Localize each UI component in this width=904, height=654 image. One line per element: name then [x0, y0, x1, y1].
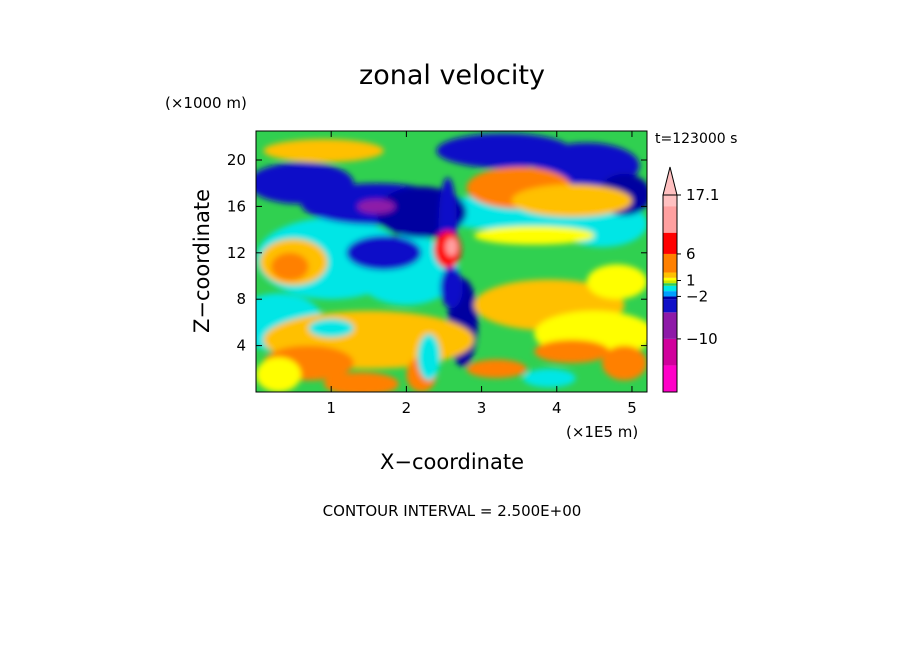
y-axis-title: Z−coordinate	[190, 189, 214, 333]
colorbar: 17.1 6 1−2 −10	[662, 166, 719, 393]
heatmap-cell	[474, 226, 595, 245]
colorbar-label: −2	[686, 287, 708, 305]
heatmap-cell	[271, 252, 309, 281]
colorbar-segment	[663, 277, 677, 281]
time-label: t=123000 s	[655, 131, 737, 147]
y-axis: 4 8 12 16 20	[227, 151, 647, 355]
colorbar-frame	[662, 194, 678, 393]
heatmap-field	[256, 133, 647, 392]
heatmap-cell	[417, 334, 441, 381]
colorbar-label: 1	[686, 271, 696, 289]
heatmap-cell	[586, 264, 647, 300]
colorbar-segment	[663, 285, 677, 292]
heatmap-cell	[466, 359, 527, 379]
y-unit-label: (×1000 m)	[165, 94, 247, 112]
y-tick-label: 4	[236, 337, 246, 355]
x-tick-label: 1	[326, 399, 336, 417]
colorbar-segment	[663, 232, 677, 254]
colorbar-segment	[663, 365, 677, 392]
y-tick-label: 20	[227, 151, 246, 169]
colorbar-segment	[663, 280, 677, 284]
heatmap-cell	[263, 139, 384, 163]
heatmap-cell	[323, 372, 399, 392]
colorbar-segment	[663, 291, 677, 297]
heatmap-cell	[357, 199, 396, 214]
colorbar-label: −10	[686, 330, 718, 348]
x-tick-label: 4	[552, 399, 562, 417]
colorbar-max-arrow	[662, 166, 678, 196]
x-tick-label: 5	[627, 399, 637, 417]
colorbar-label: 17.1	[686, 186, 719, 204]
contour-interval-label: CONTOUR INTERVAL = 2.500E+00	[323, 502, 582, 520]
x-tick-label: 3	[477, 399, 487, 417]
heatmap-cell	[440, 266, 463, 309]
plot-frame	[255, 130, 648, 393]
colorbar-segment	[663, 206, 677, 233]
y-tick-label: 8	[236, 290, 246, 308]
heatmap-cell	[534, 339, 610, 363]
heatmap-cell	[256, 357, 302, 392]
colorbar-segment	[663, 272, 677, 278]
heatmap-cell	[445, 237, 458, 257]
heatmap-cell	[346, 235, 422, 271]
heatmap-cell	[522, 368, 576, 388]
y-tick-label: 12	[227, 244, 246, 262]
x-axis-title: X−coordinate	[380, 450, 524, 474]
colorbar-segment	[663, 283, 677, 286]
heatmap-cell	[511, 184, 632, 217]
colorbar-segment	[663, 296, 677, 300]
x-unit-label: (×1E5 m)	[566, 423, 638, 441]
x-axis: 1 2 3 4 5	[326, 131, 637, 417]
heatmap-cell	[308, 318, 354, 338]
heatmap-cell	[601, 345, 647, 381]
colorbar-segment	[663, 253, 677, 273]
colorbar-segment	[663, 299, 677, 313]
heatmap-plot	[256, 131, 647, 392]
y-tick-label: 16	[227, 197, 246, 215]
chart-title: zonal velocity	[359, 60, 545, 91]
colorbar-segment	[663, 312, 677, 339]
colorbar-label: 6	[686, 245, 696, 263]
colorbar-segment	[663, 338, 677, 366]
x-tick-label: 2	[402, 399, 412, 417]
colorbar-segment	[663, 195, 677, 207]
